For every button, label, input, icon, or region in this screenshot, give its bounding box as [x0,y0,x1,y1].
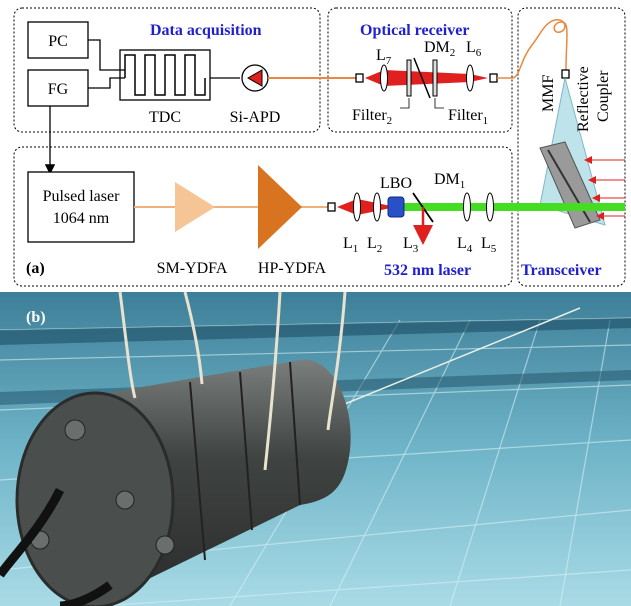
label-base: L [481,235,491,252]
label-base: Filter [448,107,483,124]
label-sub: 2 [450,47,456,59]
fiber [497,20,567,78]
device-label: HP-YDFA [258,260,327,277]
bolt [65,420,85,440]
label-base: L [376,47,386,64]
filter [407,60,411,96]
optic-label: Filter1 [448,107,488,127]
tdc-symbol [125,55,205,95]
device-label: TDC [149,109,181,126]
label-sub: 1 [460,179,466,191]
hp-ydfa [258,165,302,249]
lens [487,193,494,221]
label-sub: 7 [386,55,392,67]
label-base: L [343,235,353,252]
device-label: Coupler [595,70,612,122]
label-sub: 5 [491,243,497,255]
label-sub: 1 [483,115,489,127]
lens [467,65,474,91]
optic-label: LBO [380,175,412,192]
section-title: 532 nm laser [384,262,471,279]
device-label: Pulsed laser [43,188,121,205]
lens [464,193,471,221]
optic-label: L3 [403,235,419,255]
device-label: PC [48,33,68,50]
device-label: Si-APD [230,109,281,126]
sm-ydfa [175,182,215,232]
optic-label: DM1 [434,171,465,191]
filter [433,60,437,96]
fiber-port [356,74,363,82]
panel-label: (b) [26,309,46,326]
lens [374,193,381,221]
green-beam [395,203,625,211]
lens [381,65,388,91]
section-title: Data acquisition [150,22,262,39]
label-base: L [367,235,377,252]
label-sub: 4 [467,243,473,255]
bolt [156,536,174,554]
label-base: L [466,39,476,56]
photo: (b) [0,292,631,606]
optic-label: DM2 [424,39,455,59]
optic-label: Filter2 [352,107,392,127]
optic-label: L4 [457,235,473,255]
panel-label: (a) [26,260,45,277]
label-sub: 2 [387,115,393,127]
optic-label: L1 [343,235,358,255]
label-base: L [457,235,467,252]
bolt [116,491,134,509]
optic-label: L7 [376,47,392,67]
fiber-port [490,74,497,82]
optic-label: L5 [481,235,497,255]
device-label: SM-YDFA [157,260,228,277]
figure: Data acquisition Optical receiver 532 nm… [0,0,631,606]
optic-label: L2 [367,235,382,255]
label-sub: 3 [413,243,419,255]
lens [354,193,361,221]
housing-face [17,393,173,606]
section-title: Transceiver [521,262,602,279]
device-label: 1064 nm [53,210,110,227]
device-label: FG [48,81,69,98]
section-title: Optical receiver [360,22,469,39]
label-base: DM [424,39,450,56]
device-label: MMF [540,75,557,112]
label-sub: 6 [476,47,482,59]
pulsed-laser-box [28,172,134,242]
lbo-crystal [388,197,404,217]
label-base: Filter [352,107,387,124]
beam [337,199,395,215]
label-sub: 1 [353,243,359,255]
fiber-port [328,203,335,211]
pointer [400,98,444,108]
label-base: DM [434,171,460,188]
optic-label: L6 [466,39,482,59]
label-base: L [403,235,413,252]
fiber-port [562,70,569,78]
device-label: Reflective [575,66,592,132]
label-sub: 2 [377,243,383,255]
